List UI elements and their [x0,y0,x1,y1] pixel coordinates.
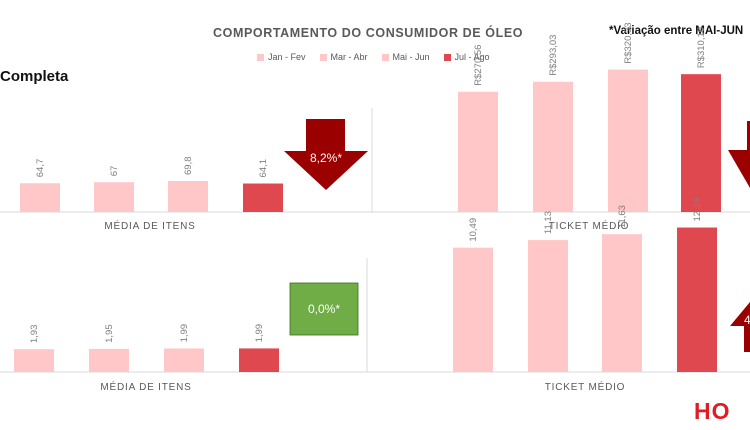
data-label: 10,49 [468,218,479,242]
bar-2 [94,182,134,212]
legend-item-mar-abr: Mar - Abr [319,52,368,62]
chart-layer: 64,7 67 69,8 64,1 MÉDIA DE ITENS 8,2%* R$270,5… [0,22,750,393]
legend-label: Mai - Jun [392,52,430,62]
data-label: R$293,03 [548,35,559,76]
data-label: 1,99 [254,324,265,343]
data-label: 69,8 [183,156,194,175]
data-label: 1,99 [179,324,190,343]
legend: Jan - Fev Mar - Abr Mai - Jun Jul - Ago [257,52,490,62]
x-axis-label: MÉDIA DE ITENS [104,219,195,232]
data-label: 64,7 [35,159,46,178]
bar-1 [14,349,54,372]
data-label: R$270,56 [473,45,484,86]
data-label: R$320,33 [623,22,634,63]
legend-swatch [443,53,451,61]
bar-2 [89,348,129,372]
x-axis-label: TICKET MÉDIO [549,219,630,232]
legend-item-mai-jun: Mai - Jun [381,52,430,62]
variation-note: *Variação entre MAI-JUN [609,25,744,37]
chart-title: COMPORTAMENTO DO CONSUMIDOR DE ÓLEO [213,26,524,40]
legend-label: Jan - Fev [268,52,306,62]
data-label: 11,63 [617,205,628,228]
legend-item-jul-ago: Jul - Ago [443,52,490,62]
bar-3 [608,69,648,213]
bar-1 [20,183,60,212]
x-axis-label: MÉDIA DE ITENS [100,380,191,393]
legend-label: Mar - Abr [330,52,368,62]
variation-arrow-down [728,121,750,188]
data-label: 1,93 [29,325,40,344]
data-label: 64,1 [258,159,269,178]
legend-swatch [381,53,389,61]
data-label: R$310,10 [696,27,707,68]
brand-logo: HO [694,398,731,424]
bar-2 [528,240,568,372]
data-label: 67 [109,166,120,177]
x-axis-label: TICKET MÉDIO [545,380,626,393]
bar-3 [602,234,642,372]
variation-label: 8,2%* [310,151,342,165]
bar-2 [533,81,573,213]
legend-swatch [257,53,264,61]
bar-4 [239,348,279,372]
legend-label: Jul - Ago [454,52,490,62]
bar-4 [681,74,721,212]
data-label: 1,95 [104,324,115,343]
data-label: 12,19 [692,198,703,222]
legend-swatch [319,53,327,61]
bar-1 [453,247,493,372]
data-label: 11,13 [543,211,554,234]
variation-label: 4 [744,313,750,327]
variation-arrow-down [284,119,368,190]
bar-3 [164,348,204,372]
bar-4 [677,227,717,372]
variation-box [289,282,359,336]
bar-1 [458,91,498,212]
variation-arrow-up [730,302,750,352]
section-subtitle: Completa [0,68,69,85]
legend-item-jan-fev: Jan - Fev [257,52,306,62]
variation-label: 0,0%* [308,302,340,316]
bar-4 [243,183,283,212]
bar-3 [168,180,208,212]
